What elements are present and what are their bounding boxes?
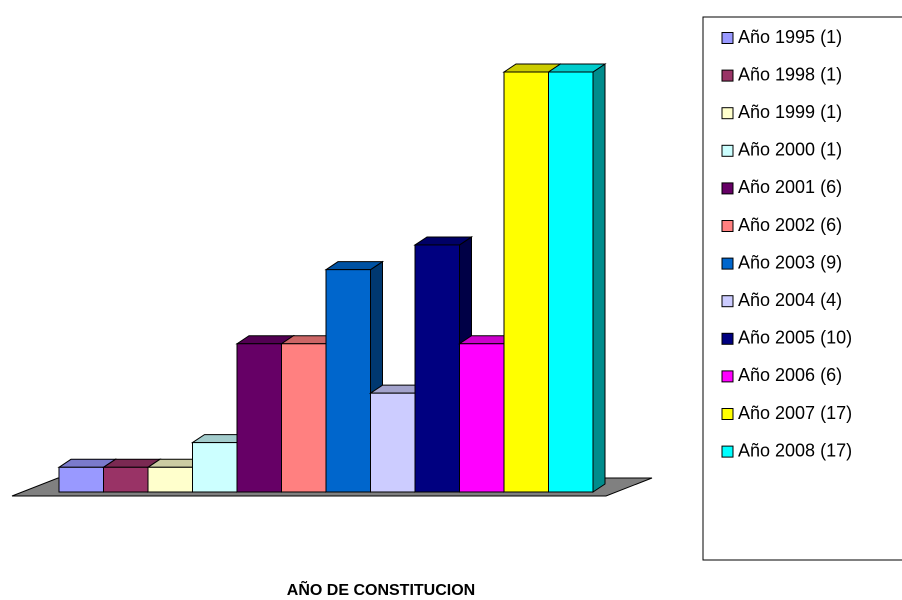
- legend-label: Año 2007 (17): [738, 403, 852, 423]
- legend-label: Año 1998 (1): [738, 64, 842, 84]
- legend-swatch: [721, 107, 734, 120]
- chart-title: AÑO DE CONSTITUCION: [287, 579, 475, 599]
- legend-box: [702, 16, 902, 561]
- legend-label: Año 2002 (6): [738, 215, 842, 235]
- legend-label: Año 2008 (17): [738, 440, 852, 460]
- legend-label: Año 2001 (6): [738, 177, 842, 197]
- legend-swatch: [721, 69, 734, 82]
- bar: [459, 343, 505, 493]
- legend-swatch: [721, 182, 734, 195]
- legend-swatch: [721, 144, 734, 157]
- legend-swatch: [721, 295, 734, 308]
- bar: [414, 244, 460, 493]
- bar-side: [592, 63, 606, 493]
- bar: [58, 466, 104, 493]
- legend-label: Año 1995 (1): [738, 27, 842, 47]
- bar: [281, 343, 327, 493]
- legend-swatch: [721, 408, 734, 420]
- bar: [325, 269, 371, 493]
- bar: [548, 71, 594, 493]
- legend-swatch: [721, 257, 734, 270]
- legend-label: Año 2005 (10): [738, 328, 852, 348]
- legend-label: Año 2006 (6): [738, 365, 842, 385]
- legend-swatch: [721, 370, 734, 383]
- legend-swatch: [721, 445, 734, 458]
- bar: [370, 392, 416, 493]
- legend-label: Año 1999 (1): [738, 102, 842, 122]
- legend-label: Año 2004 (4): [738, 290, 842, 310]
- bar: [503, 71, 549, 493]
- legend-label: Año 2003 (9): [738, 252, 842, 272]
- legend-swatch: [721, 332, 734, 345]
- bar: [236, 343, 282, 493]
- legend-swatch: [721, 220, 734, 232]
- bar: [103, 466, 149, 493]
- bar: [147, 466, 193, 493]
- bar: [192, 442, 238, 493]
- legend-label: Año 2000 (1): [738, 140, 842, 160]
- legend-swatch: [721, 32, 734, 44]
